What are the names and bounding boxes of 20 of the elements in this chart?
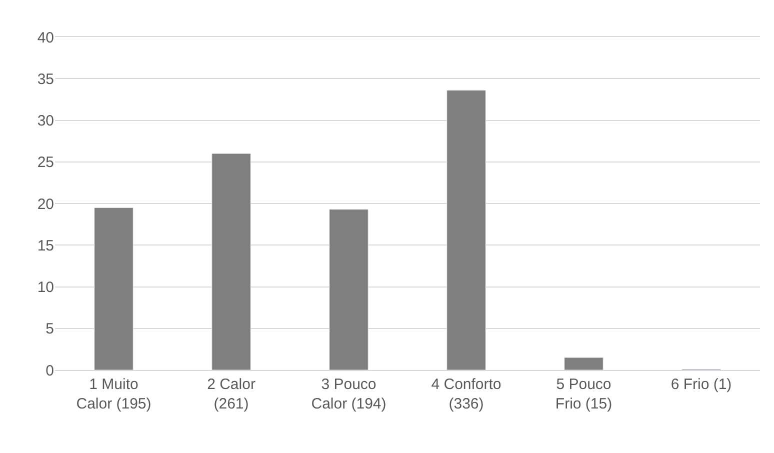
y-tick-label: 0	[46, 362, 54, 380]
x-tick-label: 6 Frio (1)	[670, 376, 732, 393]
x-tick-label: 2 Calor (261)	[207, 376, 256, 412]
y-tick-label: 25	[37, 154, 54, 172]
y-tick-label: 40	[37, 29, 54, 46]
bar	[446, 90, 486, 370]
y-tick-label: 20	[37, 196, 54, 213]
y-tick-label: 30	[37, 112, 54, 130]
bar	[564, 357, 604, 370]
bar	[329, 209, 368, 370]
x-tick-label: 5 Pouco Frio (15)	[555, 376, 612, 412]
x-tick-label: 1 Muito Calor (195)	[76, 376, 152, 412]
y-tick-label: 5	[46, 320, 54, 338]
y-tick-label: 15	[37, 237, 54, 254]
x-tick-label: 4 Conforto (336)	[431, 376, 502, 412]
x-tick-label: 3 Pouco Calor (194)	[311, 376, 386, 412]
bar	[212, 153, 251, 370]
y-tick-label: 10	[37, 279, 54, 296]
y-tick-label: 35	[37, 70, 54, 88]
bar	[94, 207, 134, 370]
